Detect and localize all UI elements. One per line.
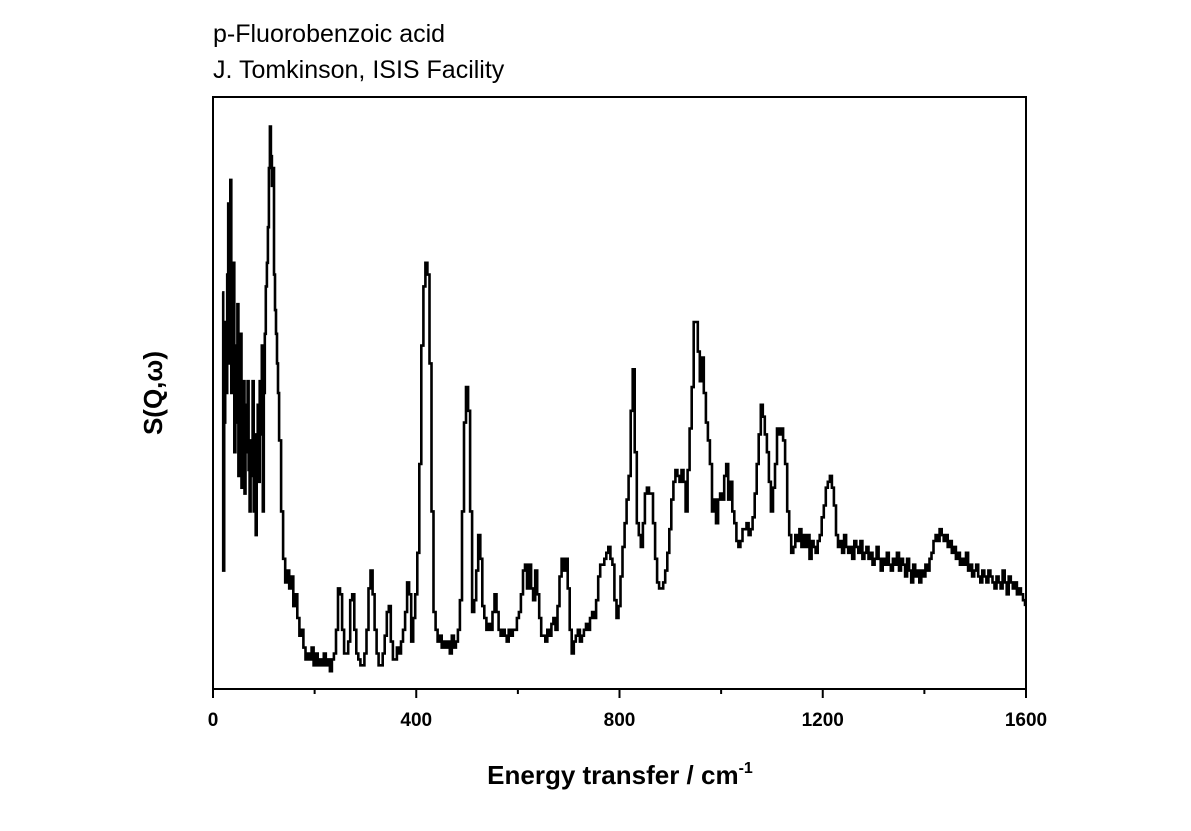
x-tick-label: 1200 xyxy=(802,710,844,731)
series-layer xyxy=(221,125,1027,673)
x-tick-label: 1600 xyxy=(1005,710,1047,731)
x-tick-label: 0 xyxy=(208,710,219,731)
x-axis-label-text: Energy transfer / cm xyxy=(487,760,738,790)
x-tick-label: 800 xyxy=(604,710,636,731)
x-axis-label: Energy transfer / cm-1 xyxy=(487,760,753,790)
chart-subtitle: J. Tomkinson, ISIS Facility xyxy=(213,56,505,84)
x-tick-label: 400 xyxy=(400,710,432,731)
x-axis-ticks: 0 400 800 1200 1600 xyxy=(208,689,1047,731)
spectrum-line xyxy=(221,125,1027,673)
y-axis-label: S(Q,ω) xyxy=(138,351,168,435)
chart-title: p-Fluorobenzoic acid xyxy=(213,20,445,48)
x-axis-label-superscript: -1 xyxy=(739,760,753,777)
